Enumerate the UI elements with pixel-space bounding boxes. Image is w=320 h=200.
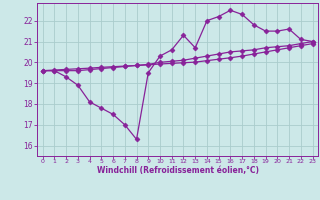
X-axis label: Windchill (Refroidissement éolien,°C): Windchill (Refroidissement éolien,°C) — [97, 166, 259, 175]
